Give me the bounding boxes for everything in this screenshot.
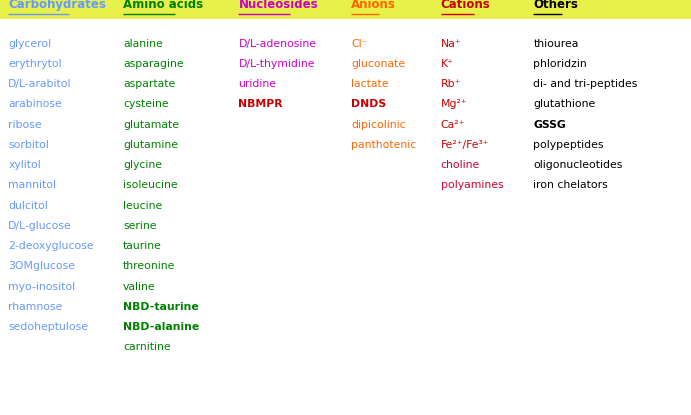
Text: valine: valine (123, 282, 155, 292)
Text: dipicolinic: dipicolinic (351, 120, 406, 129)
Text: glycerol: glycerol (8, 39, 51, 49)
Text: gluconate: gluconate (351, 59, 405, 69)
Text: glycine: glycine (123, 160, 162, 170)
Text: aspartate: aspartate (123, 79, 176, 89)
Text: lactate: lactate (351, 79, 388, 89)
Text: uridine: uridine (238, 79, 276, 89)
Text: dulcitol: dulcitol (8, 200, 48, 210)
Text: ribose: ribose (8, 120, 42, 129)
Text: oligonucleotides: oligonucleotides (533, 160, 623, 170)
Text: Others: Others (533, 0, 578, 11)
Text: leucine: leucine (123, 200, 162, 210)
Text: polypeptides: polypeptides (533, 140, 604, 150)
Text: D/L-arabitol: D/L-arabitol (8, 79, 72, 89)
Text: GSSG: GSSG (533, 120, 566, 129)
Text: thiourea: thiourea (533, 39, 579, 49)
Text: Fe²⁺/Fe³⁺: Fe²⁺/Fe³⁺ (441, 140, 489, 150)
Text: sorbitol: sorbitol (8, 140, 49, 150)
Text: serine: serine (123, 221, 156, 231)
Text: mannitol: mannitol (8, 181, 56, 190)
Text: asparagine: asparagine (123, 59, 184, 69)
Text: NBD-taurine: NBD-taurine (123, 302, 199, 312)
Text: sedoheptulose: sedoheptulose (8, 322, 88, 332)
Text: phloridzin: phloridzin (533, 59, 587, 69)
Text: carnitine: carnitine (123, 342, 171, 352)
Text: Rb⁺: Rb⁺ (441, 79, 461, 89)
Text: glutamine: glutamine (123, 140, 178, 150)
Text: DNDS: DNDS (351, 99, 386, 109)
Text: rhamnose: rhamnose (8, 302, 63, 312)
Text: Amino acids: Amino acids (123, 0, 203, 11)
Text: cysteine: cysteine (123, 99, 169, 109)
Text: Cations: Cations (441, 0, 491, 11)
Text: D/L-glucose: D/L-glucose (8, 221, 72, 231)
Text: Mg²⁺: Mg²⁺ (441, 99, 468, 109)
Text: Anions: Anions (351, 0, 396, 11)
Text: Cl⁻: Cl⁻ (351, 39, 368, 49)
Bar (0, 0, 691, 19)
Text: Ca²⁺: Ca²⁺ (441, 120, 465, 129)
Text: erythrytol: erythrytol (8, 59, 62, 69)
Text: Carbohydrates: Carbohydrates (8, 0, 106, 11)
Text: threonine: threonine (123, 261, 176, 271)
Text: 3OMglucose: 3OMglucose (8, 261, 75, 271)
Text: taurine: taurine (123, 241, 162, 251)
Text: alanine: alanine (123, 39, 163, 49)
Text: NBMPR: NBMPR (238, 99, 283, 109)
Text: 2-deoxyglucose: 2-deoxyglucose (8, 241, 94, 251)
Text: polyamines: polyamines (441, 181, 504, 190)
Text: iron chelators: iron chelators (533, 181, 608, 190)
Text: isoleucine: isoleucine (123, 181, 178, 190)
Text: glutathione: glutathione (533, 99, 596, 109)
Text: Na⁺: Na⁺ (441, 39, 462, 49)
Text: arabinose: arabinose (8, 99, 62, 109)
Text: panthotenic: panthotenic (351, 140, 416, 150)
Text: K⁺: K⁺ (441, 59, 454, 69)
Text: NBD-alanine: NBD-alanine (123, 322, 199, 332)
Text: D/L-thymidine: D/L-thymidine (238, 59, 315, 69)
Text: di- and tri-peptides: di- and tri-peptides (533, 79, 638, 89)
Text: glutamate: glutamate (123, 120, 179, 129)
Text: choline: choline (441, 160, 480, 170)
Text: myo-inositol: myo-inositol (8, 282, 75, 292)
Text: xylitol: xylitol (8, 160, 41, 170)
Text: D/L-adenosine: D/L-adenosine (238, 39, 316, 49)
Text: Nucleosides: Nucleosides (238, 0, 318, 11)
